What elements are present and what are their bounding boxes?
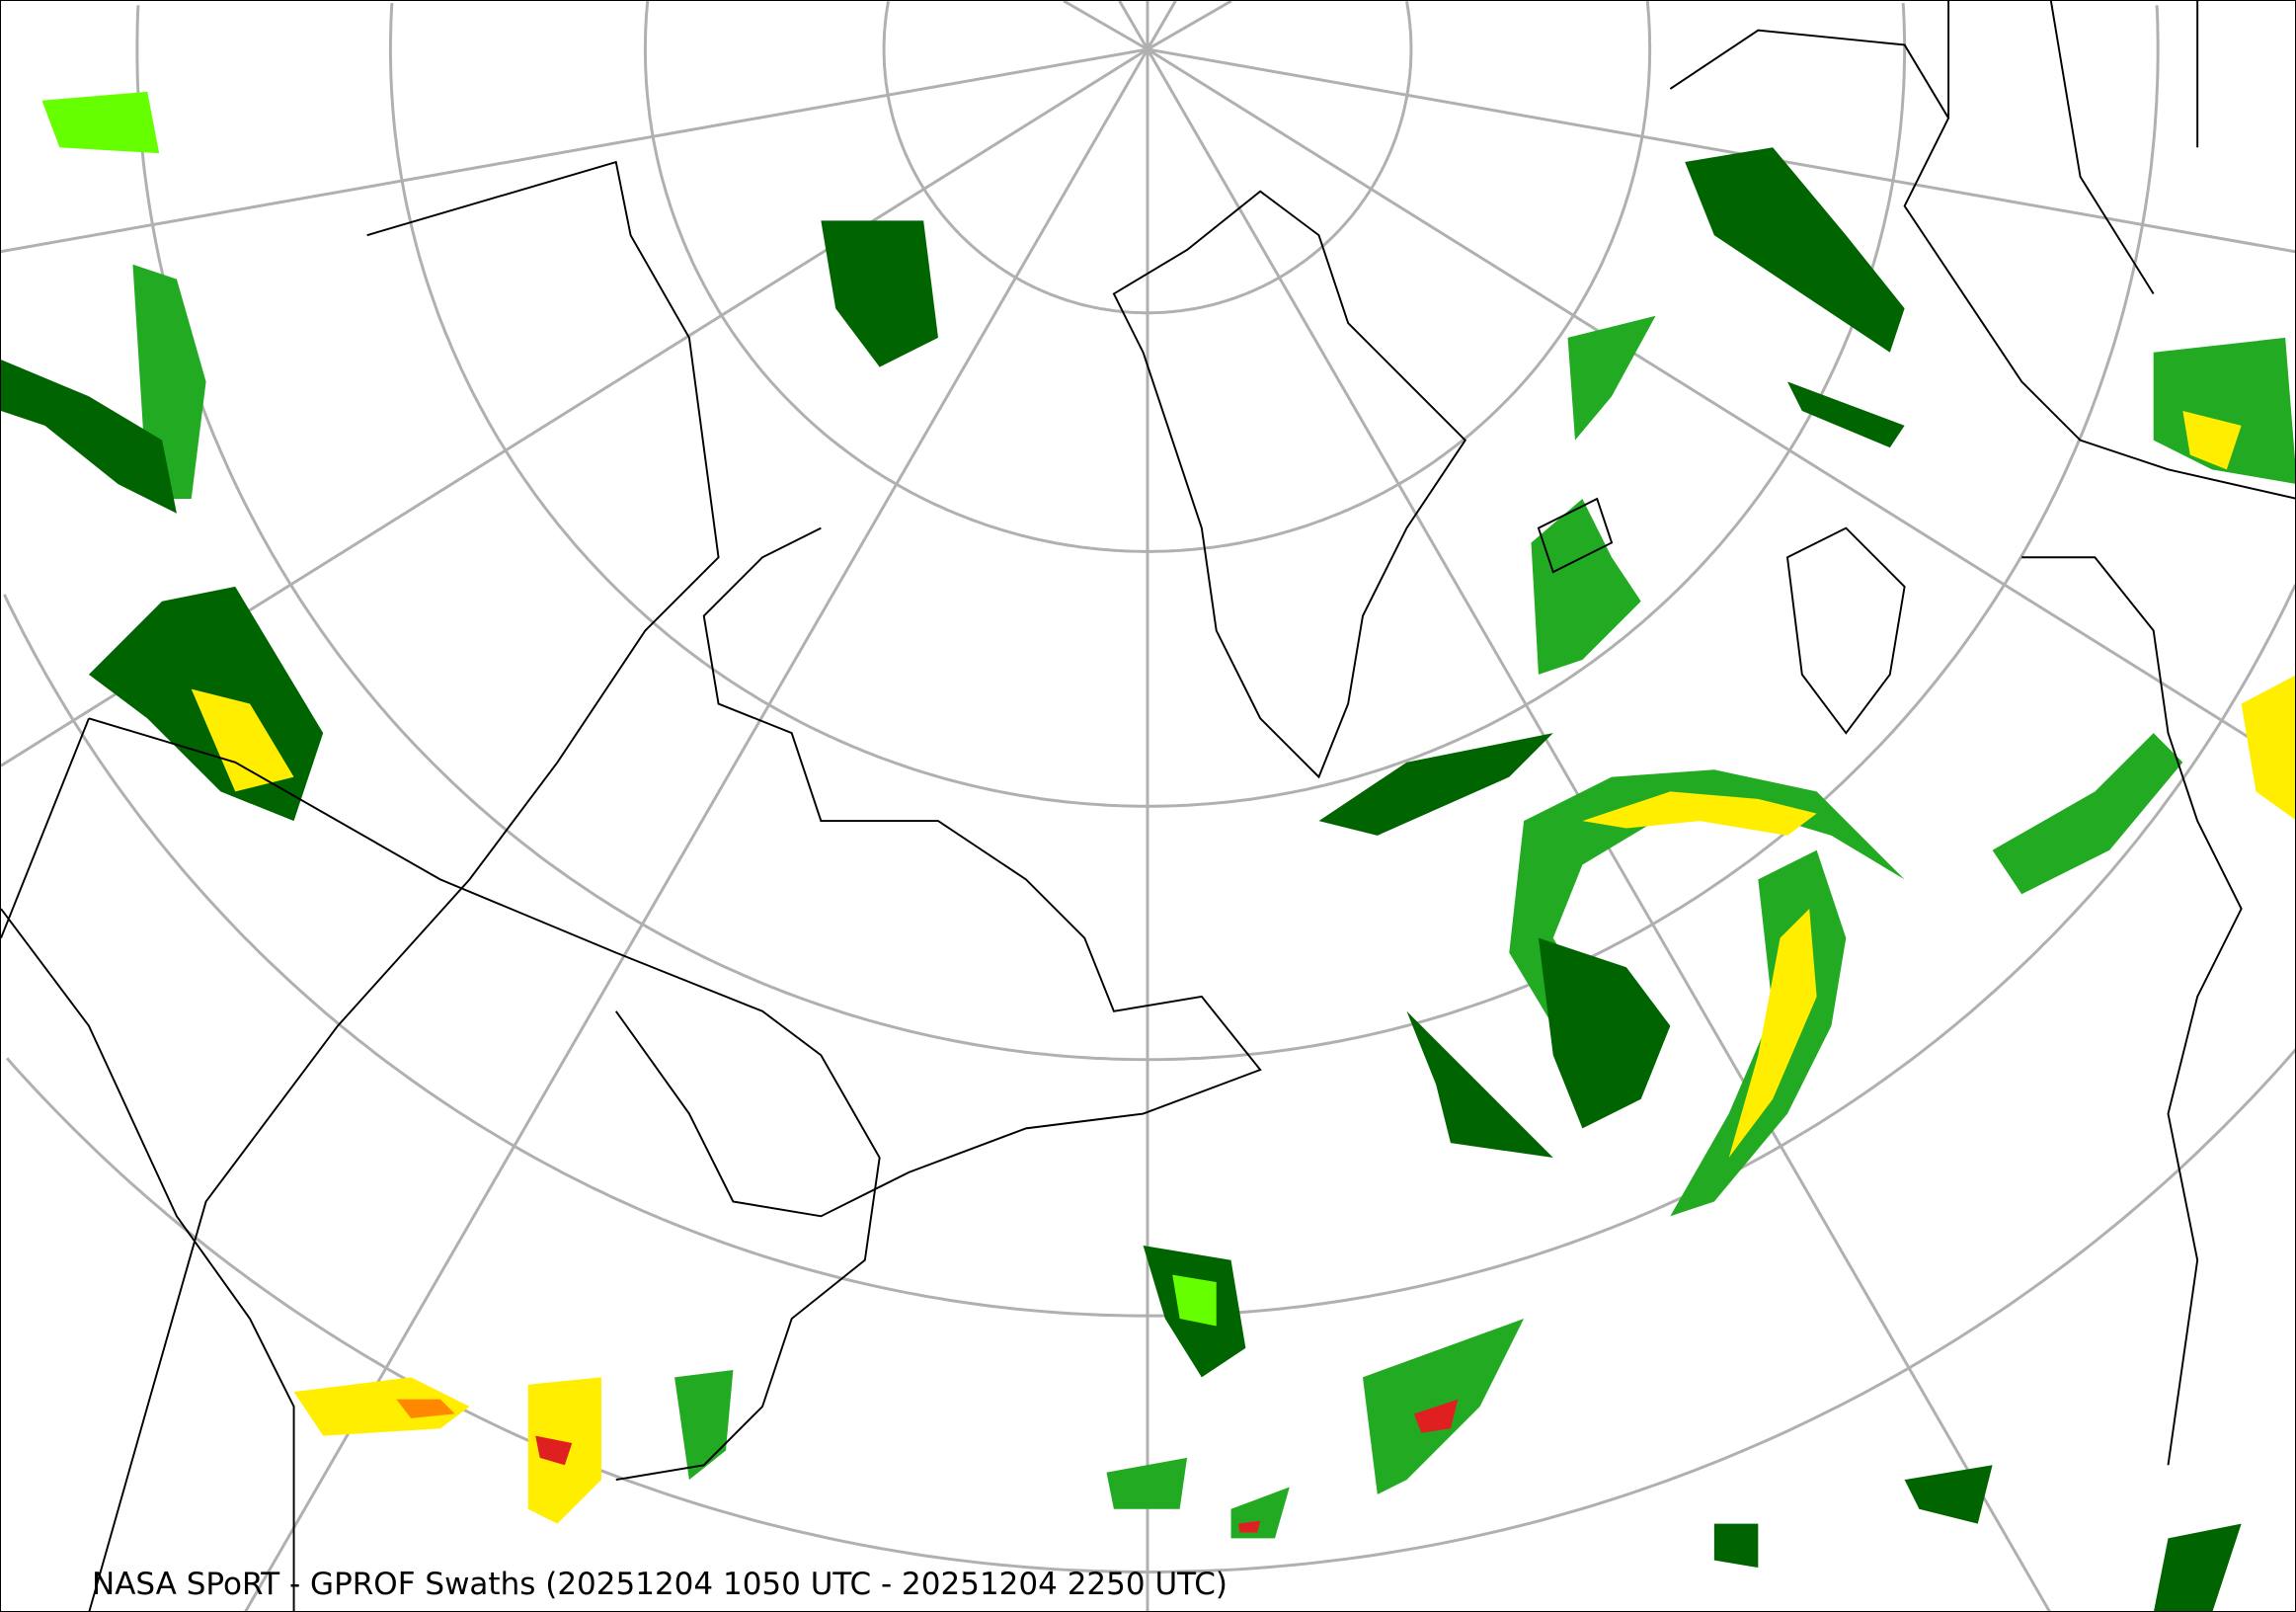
precip-area: [1582, 791, 1817, 836]
precip-area: [535, 1435, 573, 1466]
precip-area: [2154, 1523, 2242, 1611]
border-line: [1, 908, 295, 1611]
precip-area: [1685, 147, 1905, 353]
precip-area: [1237, 1520, 1261, 1533]
precip-area: [1670, 849, 1847, 1217]
precip-area: [1904, 1465, 1993, 1524]
precip-area: [1318, 733, 1553, 836]
border-line: [614, 526, 1262, 1218]
precip-area: [1567, 315, 1656, 441]
meridian-line: [1147, 1, 1232, 51]
border-line: [88, 717, 881, 1482]
meridian-line: [244, 48, 1149, 1611]
meridian-line: [1, 47, 1148, 254]
border-line: [2021, 556, 2243, 1466]
meridian-line: [1147, 47, 2295, 768]
precip-area: [191, 688, 294, 792]
latitude-circle: [643, 1, 1652, 553]
precip-area: [1106, 1457, 1188, 1509]
border-line: [1, 717, 90, 939]
precip-area: [1713, 1523, 1759, 1569]
latitude-circle: [135, 5, 2160, 1062]
latitude-circle: [3, 584, 2295, 1318]
precip-area: [1538, 937, 1671, 1129]
latitude-circle: [388, 2, 1907, 808]
latitude-circle: [5, 1048, 2295, 1573]
precip-area: [1992, 733, 2183, 895]
border-line: [1669, 29, 2295, 500]
precip-area: [293, 1377, 470, 1436]
border-line: [88, 160, 720, 1611]
precip-area: [396, 1399, 455, 1418]
precip-area: [1406, 1010, 1553, 1159]
precip-area: [1509, 769, 1905, 1026]
precip-area: [1, 360, 177, 514]
precip-area: [674, 1369, 734, 1481]
border-line: [1537, 497, 1614, 574]
meridian-line: [1063, 1, 1148, 51]
border-line: [1785, 526, 1906, 735]
precip-area: [1413, 1399, 1459, 1433]
map-title: NASA SPoRT - GPROF Swaths (20251204 1050…: [92, 1567, 1227, 1602]
precip-area: [1728, 909, 1817, 1159]
precip-area: [821, 220, 938, 367]
meridian-line: [1146, 1, 1177, 50]
precip-area: [1786, 381, 1905, 448]
precip-area: [1172, 1274, 1217, 1327]
meridian-line: [1118, 1, 1149, 50]
precip-area: [2241, 675, 2295, 820]
precip-area: [2182, 411, 2242, 470]
border-line: [1947, 1, 2199, 294]
precip-area: [1531, 498, 1641, 675]
border-line: [1112, 190, 1467, 779]
precip-area: [41, 91, 160, 154]
